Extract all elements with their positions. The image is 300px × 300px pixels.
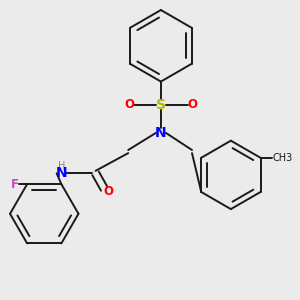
Text: H: H (58, 161, 65, 172)
Text: O: O (103, 185, 113, 199)
Text: S: S (156, 98, 166, 112)
Text: O: O (187, 98, 197, 111)
Text: O: O (125, 98, 135, 111)
Text: F: F (11, 178, 19, 190)
Text: N: N (155, 126, 167, 140)
Text: N: N (56, 166, 67, 180)
Text: CH3: CH3 (273, 153, 293, 163)
